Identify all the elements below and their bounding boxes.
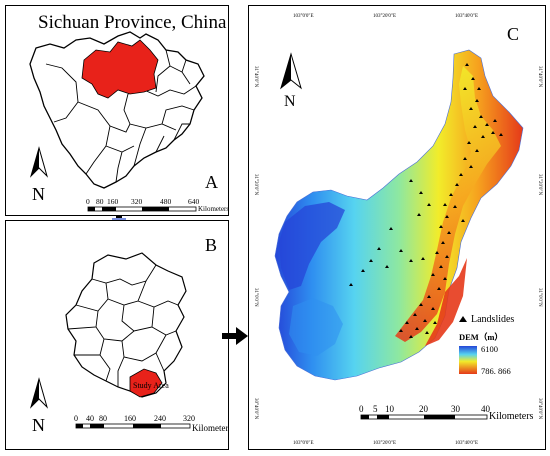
panel-c-scale-tick-20: 20 bbox=[419, 404, 429, 414]
panel-b-north-arrow: N bbox=[29, 377, 49, 435]
county-boundaries bbox=[67, 264, 179, 387]
dem-legend-min: 786. 866 bbox=[481, 366, 511, 376]
top-tick-103-40: 103°40'0"E bbox=[455, 14, 478, 19]
panel-b-scale-tick-80: 80 bbox=[99, 414, 107, 423]
panel-a-title: Sichuan Province, China bbox=[38, 12, 227, 33]
right-tick-31-00: 31°0'0"N bbox=[537, 288, 542, 307]
dem-legend-color-ramp bbox=[459, 346, 477, 374]
study-area-label: Study Area bbox=[133, 381, 169, 390]
panel-a-sichuan-map: Sichuan Province, China N A bbox=[5, 5, 229, 216]
panel-a-scale-tick-640: 640 bbox=[188, 197, 200, 206]
panel-a-north-label: N bbox=[32, 184, 45, 204]
panel-a-letter: A bbox=[205, 172, 218, 192]
landslide-points bbox=[349, 63, 503, 338]
top-tick-103-20: 103°20'0"E bbox=[373, 14, 396, 19]
panel-c-scale-tick-5: 5 bbox=[373, 404, 378, 414]
dem-legend-max: 6100 bbox=[481, 344, 498, 354]
panel-b-scale-tick-0: 0 bbox=[74, 414, 78, 423]
panel-a-scale-tick-0: 0 bbox=[86, 197, 90, 206]
panel-a-scale-bar: 0 80 160 320 480 640 Kilometers bbox=[86, 197, 228, 213]
left-tick-31-20: 31°20'0"N bbox=[253, 174, 258, 195]
panel-a-north-arrow: N bbox=[29, 146, 49, 204]
top-tick-103-00: 103°0'0"E bbox=[293, 14, 314, 19]
arrow-b-to-c bbox=[222, 327, 248, 345]
panel-c-scale-tick-0: 0 bbox=[359, 404, 364, 414]
panel-c-scale-unit: Kilometers bbox=[489, 411, 534, 422]
panel-a-scale-tick-480: 480 bbox=[160, 197, 172, 206]
panel-a-scale-tick-320: 320 bbox=[131, 197, 143, 206]
panel-a-scale-tick-80: 80 bbox=[96, 197, 104, 206]
panel-b-north-label: N bbox=[32, 415, 45, 435]
panel-c-letter: C bbox=[507, 24, 519, 44]
panel-b-scale-bar: 0 40 80 160 240 320 Kilometers bbox=[74, 414, 228, 433]
panel-b-region-map: B Study Area N 0 40 bbox=[5, 220, 229, 450]
left-tick-30-40: 30°40'0"N bbox=[253, 398, 258, 419]
panel-c-scale-tick-40: 40 bbox=[481, 404, 491, 414]
panel-a-highlight-region bbox=[81, 39, 159, 99]
panel-b-scale-tick-240: 240 bbox=[154, 414, 166, 423]
right-tick-31-40: 31°40'0"N bbox=[537, 66, 542, 87]
bottom-tick-103-40: 103°40'0"E bbox=[455, 441, 478, 446]
panel-c-north-arrow: N bbox=[280, 52, 302, 110]
dem-legend-title: DEM（m） bbox=[459, 332, 503, 342]
sichuan-outline bbox=[29, 31, 205, 189]
right-tick-30-40: 30°40'0"N bbox=[537, 398, 542, 419]
panel-b-scale-unit: Kilometers bbox=[192, 423, 228, 433]
panel-c-scale-bar: 0 5 10 20 30 40 Kilometers bbox=[359, 404, 534, 422]
panel-a-scale-unit: Kilometers bbox=[198, 205, 228, 213]
panel-c-dem-map: 103°0'0"E 103°20'0"E 103°40'0"E 103°0'0"… bbox=[248, 5, 546, 450]
panel-b-study-area bbox=[129, 368, 163, 398]
panel-b-scale-tick-160: 160 bbox=[124, 414, 136, 423]
right-tick-31-20: 31°20'0"N bbox=[537, 174, 542, 195]
prefecture-boundaries bbox=[45, 49, 197, 183]
panel-b-scale-tick-40: 40 bbox=[86, 414, 94, 423]
bottom-longitude-labels: 103°0'0"E 103°20'0"E 103°40'0"E bbox=[293, 441, 478, 446]
left-tick-31-40: 31°40'0"N bbox=[253, 66, 258, 87]
top-longitude-labels: 103°0'0"E 103°20'0"E 103°40'0"E bbox=[293, 14, 478, 19]
dem-watershed bbox=[274, 49, 524, 381]
landslides-legend-symbol bbox=[459, 316, 467, 322]
right-latitude-labels: 31°40'0"N 31°20'0"N 31°0'0"N 30°40'0"N bbox=[537, 66, 542, 419]
region-outline bbox=[65, 252, 187, 398]
panel-b-scale-tick-320: 320 bbox=[183, 414, 195, 423]
landslides-legend-label: Landslides bbox=[471, 314, 514, 325]
left-latitude-labels: 31°40'0"N 31°20'0"N 31°0'0"N 30°40'0"N bbox=[253, 66, 258, 419]
panel-a-scale-tick-160: 160 bbox=[107, 197, 119, 206]
panel-c-scale-tick-30: 30 bbox=[451, 404, 461, 414]
panel-c-legend: Landslides DEM（m） 6100 786. 866 bbox=[459, 314, 514, 376]
bottom-tick-103-00: 103°0'0"E bbox=[293, 441, 314, 446]
panel-c-north-label: N bbox=[284, 93, 296, 110]
left-tick-31-00: 31°0'0"N bbox=[253, 288, 258, 307]
panel-c-scale-tick-10: 10 bbox=[385, 404, 395, 414]
bottom-tick-103-20: 103°20'0"E bbox=[373, 441, 396, 446]
panel-b-letter: B bbox=[205, 235, 217, 255]
